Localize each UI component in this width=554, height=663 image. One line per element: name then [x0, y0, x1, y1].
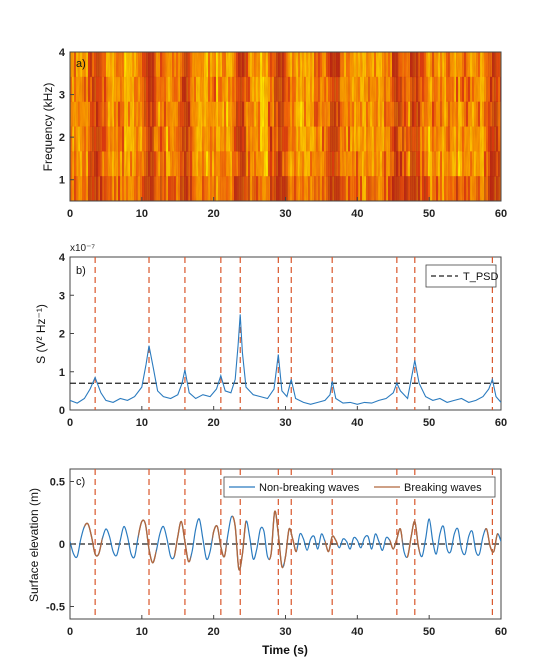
- panel-a-xtick-label: 40: [351, 208, 363, 220]
- panel-b-ytick-label: 1: [59, 367, 65, 379]
- panel-a-xtick-label: 20: [208, 208, 220, 220]
- panel-c-xtick-label: 50: [423, 626, 435, 638]
- legend-nonbreaking-label: Non-breaking waves: [259, 482, 360, 494]
- panel-b-xtick-label: 30: [279, 417, 291, 429]
- panel-c-ticks: 0 10 20 30 40 50 60-0.500.5: [46, 477, 507, 639]
- legend-breaking-label: Breaking waves: [404, 482, 482, 494]
- spectrogram-noise: [70, 52, 501, 201]
- panel-a-xtick-label: 50: [423, 208, 435, 220]
- panel-b-ticks: 0 10 20 30 40 50 60 0 1 2 3 4: [59, 252, 507, 429]
- panel-b-exponent: x10⁻⁷: [70, 243, 95, 254]
- legend-threshold-label: T_PSD: [463, 271, 499, 283]
- panel-b-ytick-label: 3: [59, 290, 65, 302]
- panel-c-xtick-label: 40: [351, 626, 363, 638]
- legend-box-c: [223, 476, 496, 498]
- panel-c-breaking-segment: [284, 527, 297, 567]
- panel-a-label: a): [76, 58, 86, 70]
- panel-c-breaking-line: [284, 527, 297, 567]
- panel-b-psd-line: [70, 314, 501, 405]
- panel-b-label: b): [76, 265, 86, 277]
- panel-b-ylabel: S (V² Hz⁻¹): [34, 304, 48, 364]
- panel-b-plot: [70, 257, 501, 410]
- panel-b-xtick-label: 50: [423, 417, 435, 429]
- panel-a-ytick-label: 1: [59, 175, 65, 187]
- panel-c-label: c): [76, 476, 85, 488]
- panel-c-ytick-label: 0.5: [50, 477, 65, 489]
- panel-c: 0 10 20 30 40 50 60-0.500.5 c) Surface elevati…: [27, 468, 507, 657]
- panel-c-xtick-label: 0: [67, 626, 73, 638]
- panel-c-xlabel: Time (s): [262, 643, 308, 657]
- panel-c-ylabel: Surface elevation (m): [27, 488, 41, 602]
- panel-c-xtick-label: 20: [208, 626, 220, 638]
- panel-c-ytick-label: 0: [59, 539, 65, 551]
- panel-c-ytick-label: -0.5: [46, 602, 65, 614]
- panel-b-xtick-label: 40: [351, 417, 363, 429]
- panel-b-xtick-label: 20: [208, 417, 220, 429]
- panel-c-xtick-label: 60: [495, 626, 507, 638]
- panel-b-xtick-label: 10: [136, 417, 148, 429]
- panel-c-xtick-label: 10: [136, 626, 148, 638]
- panel-b-legend: T_PSD: [425, 264, 499, 288]
- panel-c-breaking-segment: [138, 519, 157, 564]
- panel-b-ytick-label: 0: [59, 405, 65, 417]
- panel-c-xtick-label: 30: [279, 626, 291, 638]
- panel-a-ytick-label: 2: [59, 132, 65, 144]
- panel-b-ytick-label: 4: [59, 252, 66, 264]
- panel-a-ytick-label: 3: [59, 90, 65, 102]
- legend-box-b: [425, 264, 497, 288]
- panel-a-xtick-label: 30: [279, 208, 291, 220]
- panel-a-ylabel: Frequency (kHz): [41, 83, 55, 172]
- panel-b-ytick-label: 2: [59, 329, 65, 341]
- panel-b-xtick-label: 0: [67, 417, 73, 429]
- panel-c-legend: Non-breaking waves Breaking waves: [223, 476, 496, 498]
- panel-a-ytick-label: 4: [59, 47, 66, 59]
- panel-a-xtick-label: 10: [136, 208, 148, 220]
- panel-a: 0 10 20 30 40 50 60 1 2 3 4 a) Frequency (kHz): [41, 47, 507, 220]
- panel-a-xtick-label: 60: [495, 208, 507, 220]
- panel-a-ticks: 0 10 20 30 40 50 60 1 2 3 4: [59, 47, 507, 220]
- panel-a-xtick-label: 0: [67, 208, 73, 220]
- panel-b-xtick-label: 60: [495, 417, 507, 429]
- panel-c-breaking-line: [138, 519, 157, 564]
